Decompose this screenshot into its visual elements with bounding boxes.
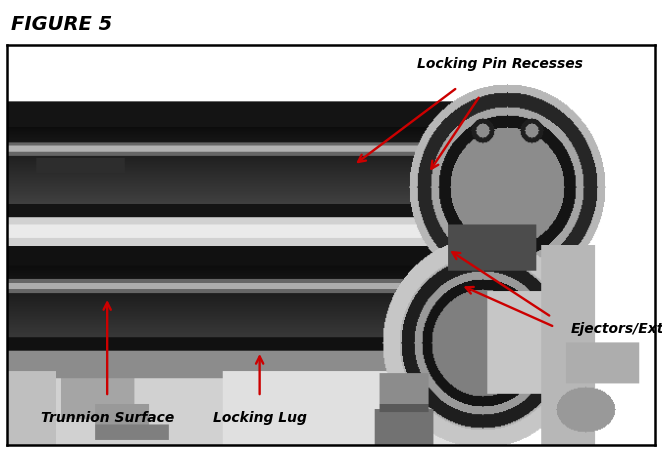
Text: Ejectors/Extractors: Ejectors/Extractors xyxy=(571,322,662,336)
Text: Trunnion Surface: Trunnion Surface xyxy=(40,411,174,425)
Text: FIGURE 5: FIGURE 5 xyxy=(11,15,113,34)
Text: Locking Pin Recesses: Locking Pin Recesses xyxy=(417,57,583,71)
Text: Locking Lug: Locking Lug xyxy=(213,411,307,425)
